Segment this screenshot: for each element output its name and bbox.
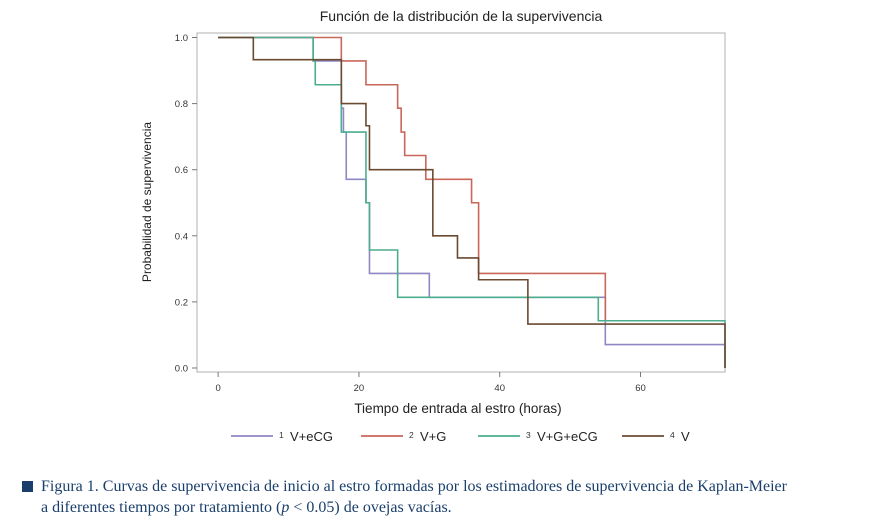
legend: 1 V+eCG 2 V+G 3 V+G+eCG 4 V <box>231 429 690 444</box>
survival-curve-v-g-ecg <box>218 36 726 368</box>
x-tick-label: 60 <box>635 383 646 394</box>
x-tick-label: 40 <box>494 383 505 394</box>
caption-line-2-end: < 0.05) de ovejas vacías. <box>289 499 452 516</box>
y-tick-label: 0.0 <box>175 364 188 375</box>
caption-line-2-start: a diferentes tiempos por tratamiento ( <box>41 499 282 516</box>
legend-label: V+eCG <box>290 429 333 444</box>
legend-number: 1 <box>279 430 284 440</box>
y-tick-label: 0.8 <box>175 99 188 110</box>
legend-label: V+G <box>420 429 446 444</box>
plot-frame <box>196 32 726 373</box>
legend-number: 2 <box>409 430 414 440</box>
legend-number: 3 <box>526 430 531 440</box>
x-tick-label: 20 <box>354 383 365 394</box>
x-axis-label: Tiempo de entrada al estro (horas) <box>354 401 561 416</box>
caption-line-2: a diferentes tiempos por tratamiento (p … <box>41 497 862 518</box>
legend-label: V+G+eCG <box>537 429 598 444</box>
caption-line-1: Figura 1. Curvas de supervivencia de ini… <box>41 478 787 495</box>
y-tick-label: 1.0 <box>175 33 188 44</box>
legend-label: V <box>681 429 690 444</box>
caption-p-symbol: p <box>281 499 290 516</box>
survival-curve-v-g <box>218 36 725 322</box>
survival-curve-v <box>218 36 726 368</box>
caption-bullet-icon <box>22 481 33 492</box>
y-tick-label: 0.4 <box>175 231 188 242</box>
legend-number: 4 <box>670 430 675 440</box>
y-tick-label: 0.6 <box>175 165 188 176</box>
x-axis-ticks: 0 20 40 60 <box>215 372 646 394</box>
x-tick-label: 0 <box>215 383 220 394</box>
y-tick-label: 0.2 <box>175 297 188 308</box>
y-axis-ticks: 0.0 0.2 0.4 0.6 0.8 1.0 <box>175 33 197 375</box>
chart-title: Función de la distribución de la supervi… <box>320 8 603 24</box>
survival-curves <box>218 36 726 368</box>
figure-caption: Figura 1. Curvas de supervivencia de ini… <box>22 476 862 518</box>
y-axis-label: Probabilidad de supervivencia <box>140 122 154 282</box>
